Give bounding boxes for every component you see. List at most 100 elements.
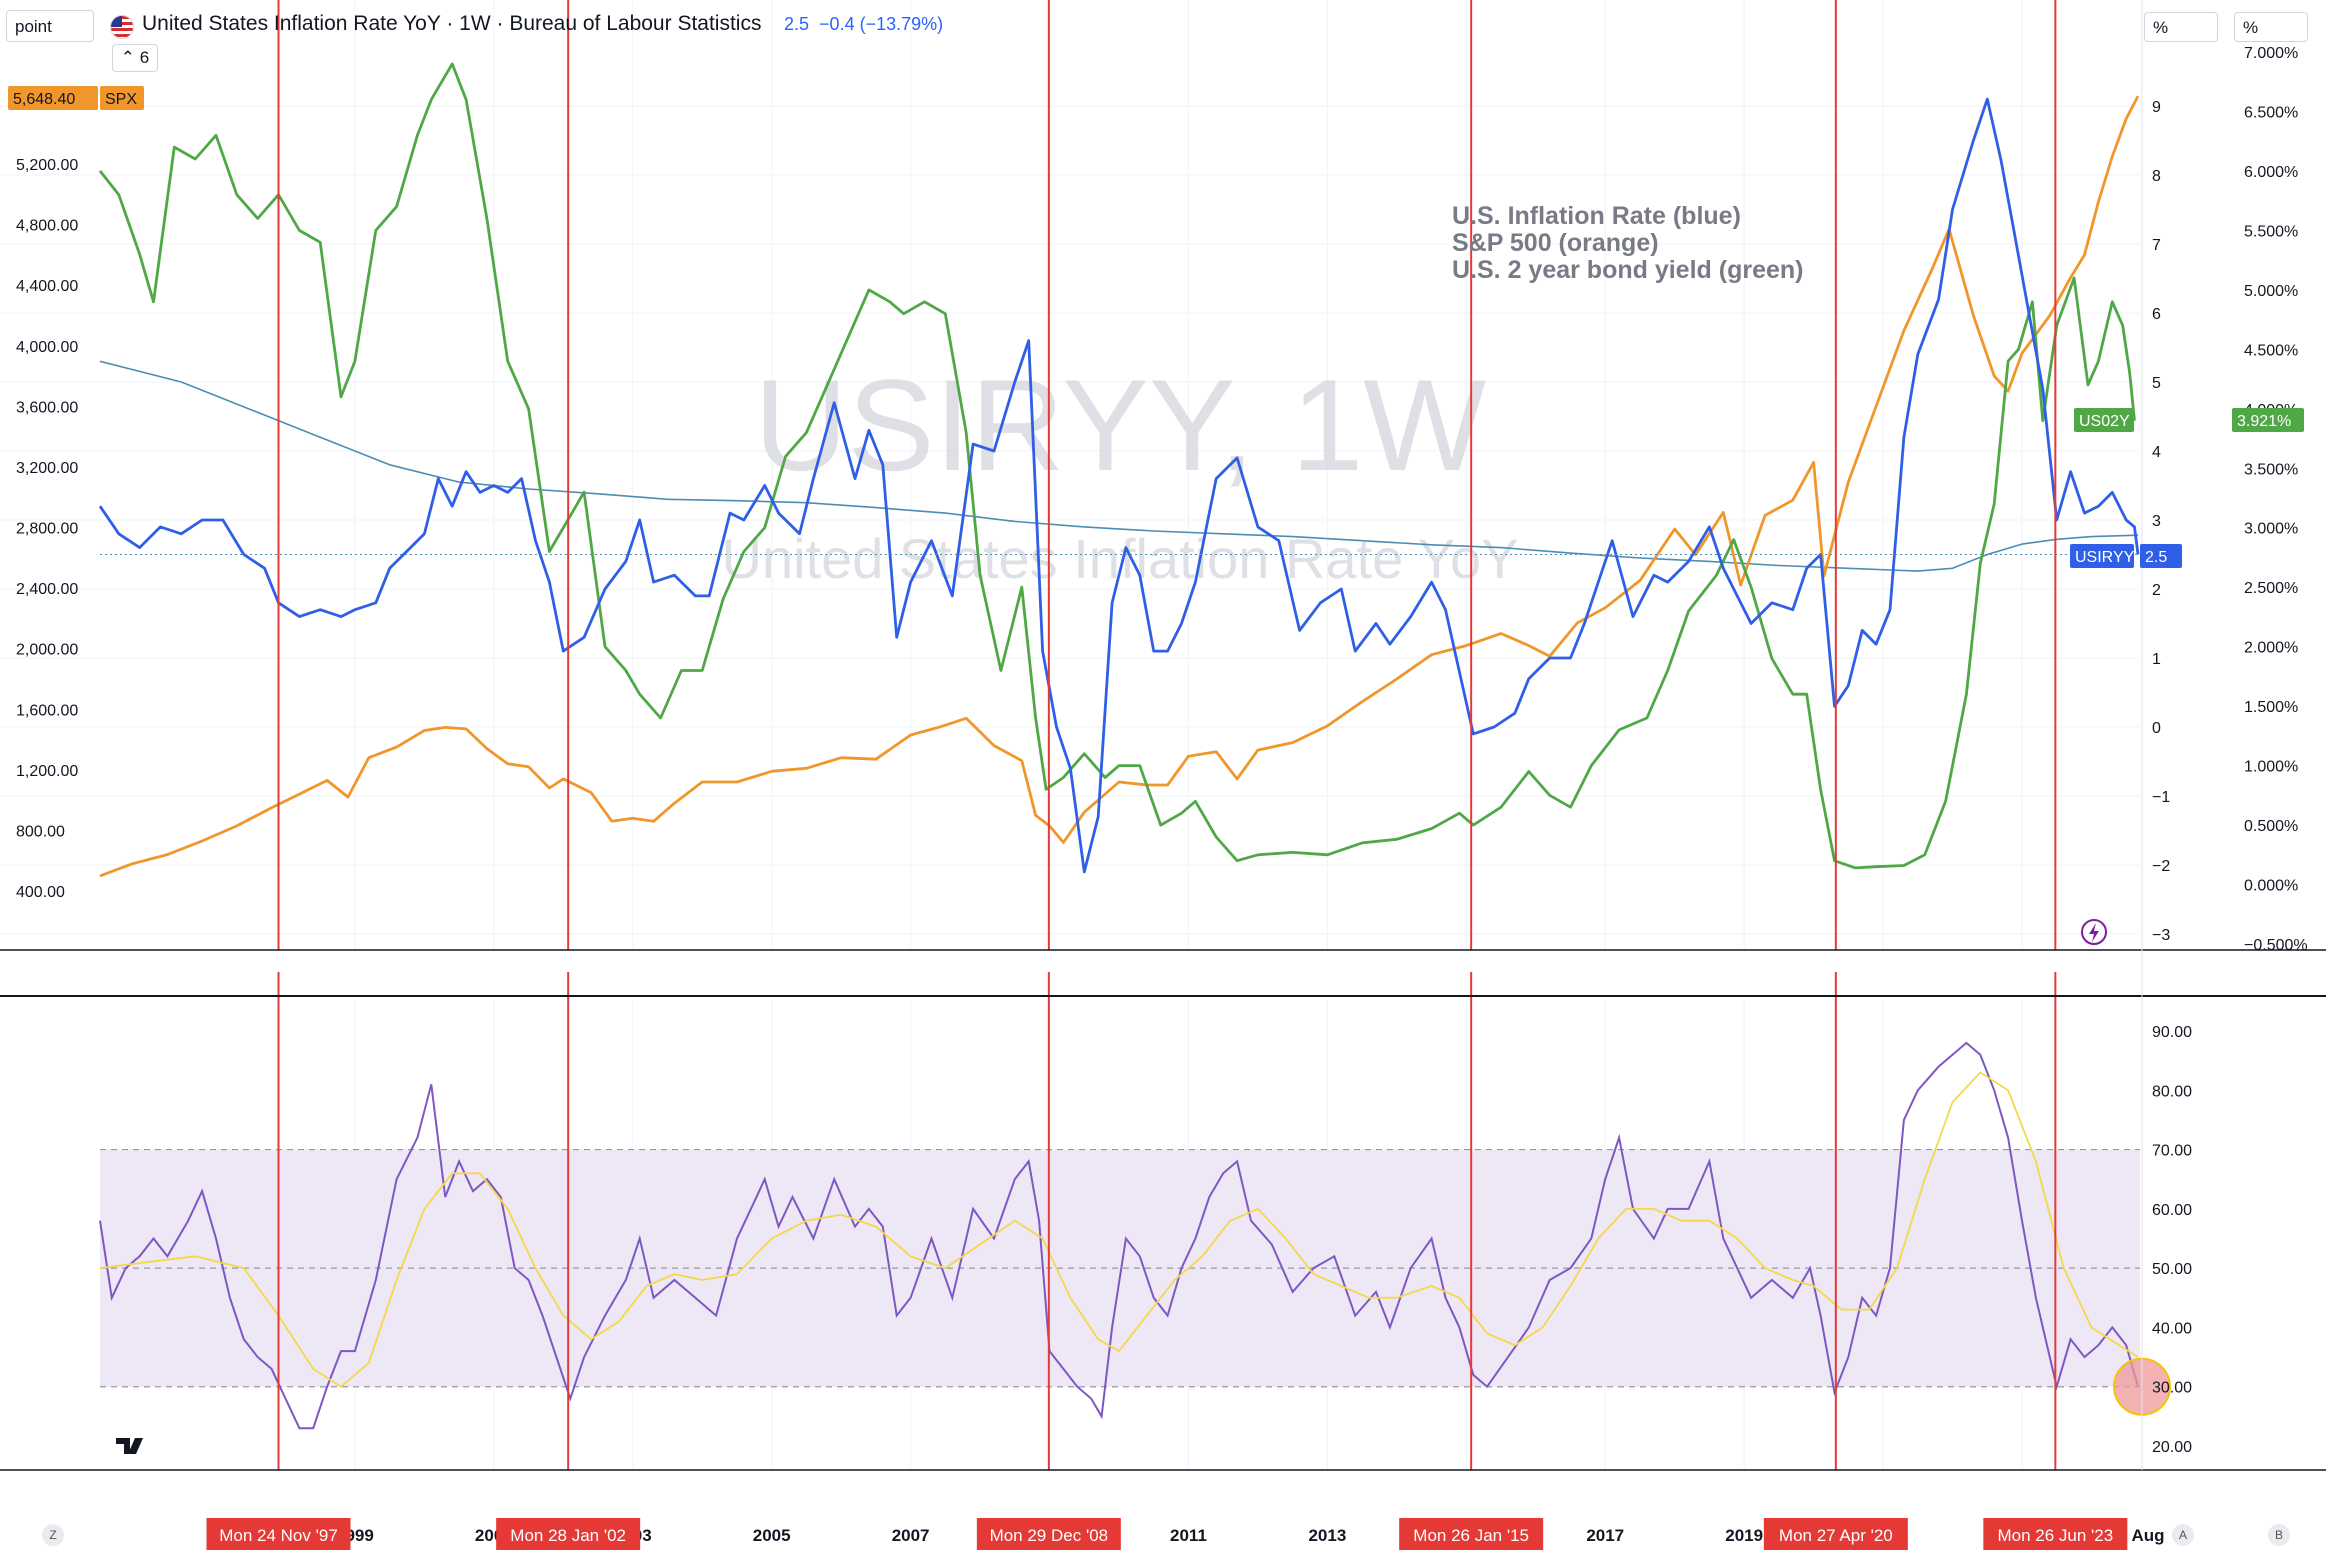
legend-change: −0.4 (−13.79%) (819, 14, 944, 34)
spx-axis-tick: 3,600.00 (16, 399, 78, 416)
series-line-spx (99, 95, 2140, 878)
tradingview-logo (116, 1438, 143, 1454)
annotation-line-2: S&P 500 (orange) (1452, 229, 1659, 257)
inflation-axis-tick: 6 (2152, 306, 2161, 323)
event-date-tag-bg (1983, 1518, 2128, 1550)
us02y-last-value-tag: 3.921% (2237, 413, 2291, 430)
us02y-axis-tick: 5.500% (2244, 223, 2298, 240)
indicator-count: 6 (139, 48, 150, 67)
rsi-line-rsi_ma (99, 1071, 2139, 1388)
us02y-axis-tick: 6.000% (2244, 164, 2298, 181)
auto-scale-button[interactable]: A (2172, 1524, 2194, 1546)
drawing-mode-box[interactable]: point (6, 10, 94, 42)
spx-series-tag-bg (100, 86, 144, 110)
inflation-axis-tick: 7 (2152, 237, 2161, 254)
series-line-us02y (98, 62, 2136, 870)
inflation-axis-tick: 8 (2152, 168, 2161, 185)
rsi-axis-tick: 40.00 (2152, 1320, 2192, 1337)
spx-axis-tick: 4,400.00 (16, 278, 78, 295)
inflation-axis-tick: 9 (2152, 99, 2161, 116)
event-date-tag: Mon 24 Nov '97 (219, 1526, 338, 1545)
us02y-axis-tick: 0.000% (2244, 878, 2298, 895)
inflation-axis-tick: −1 (2152, 789, 2170, 806)
us02y-axis-tick: 2.500% (2244, 580, 2298, 597)
spx-axis-tick: 400.00 (16, 884, 65, 901)
spx-last-value-tag-bg (8, 86, 98, 110)
event-date-tag-bg (206, 1518, 351, 1550)
legend-title[interactable]: United States Inflation Rate YoY · 1W · … (142, 12, 762, 35)
us02y-last-value-tag-bg (2232, 408, 2304, 432)
us02y-axis-tick: 0.500% (2244, 818, 2298, 835)
us02y-axis-tick: 4.500% (2244, 342, 2298, 359)
time-axis-tick: 2011 (1170, 1526, 1207, 1545)
event-date-tag: Mon 29 Dec '08 (990, 1526, 1109, 1545)
us02y-axis-tick: 2.000% (2244, 640, 2298, 657)
spx-last-value-tag: 5,648.40 (13, 91, 75, 108)
us02y-axis-tick: 3.500% (2244, 461, 2298, 478)
watermark-name: United States Inflation Rate YoY (722, 527, 1519, 590)
inflation-axis-tick: −2 (2152, 858, 2170, 875)
spx-axis-tick: 1,600.00 (16, 702, 78, 719)
rsi-axis-tick: 90.00 (2152, 1024, 2192, 1041)
time-axis-tick: 2019 (1725, 1526, 1763, 1545)
chart-annotation: U.S. Inflation Rate (blue) S&P 500 (oran… (1452, 203, 1803, 284)
event-date-tag: Mon 28 Jan '02 (510, 1526, 626, 1545)
spx-axis-tick: 4,000.00 (16, 339, 78, 356)
event-date-tag-bg (1763, 1518, 1908, 1550)
event-date-tag-bg (976, 1518, 1121, 1550)
right-scale-menu[interactable]: % (2234, 12, 2308, 42)
inflation-axis-tick: −3 (2152, 927, 2170, 944)
time-axis-tick: 2017 (1586, 1526, 1624, 1545)
indicators-collapse-button[interactable]: ⌃ 6 (112, 44, 158, 72)
chevron-up-icon: ⌃ (120, 48, 136, 67)
spx-axis-tick: 4,800.00 (16, 218, 78, 235)
event-date-tag: Mon 26 Jan '15 (1413, 1526, 1529, 1545)
annotation-line-3: U.S. 2 year bond yield (green) (1452, 256, 1804, 284)
us02y-series-tag-bg (2074, 408, 2134, 432)
time-axis-tick: 2013 (1308, 1526, 1346, 1545)
usiryy-series-tag-bg (2070, 544, 2134, 568)
inflation-axis-tick: 5 (2152, 375, 2161, 392)
alert-bolt-icon (2081, 919, 2107, 945)
rsi-axis-tick: 50.00 (2152, 1261, 2192, 1278)
us02y-axis-tick: 3.000% (2244, 521, 2298, 538)
spx-axis-tick: 2,000.00 (16, 642, 78, 659)
rsi-axis-tick: 20.00 (2152, 1439, 2192, 1456)
spx-axis-tick: 3,200.00 (16, 460, 78, 477)
scale-b-button[interactable]: B (2268, 1524, 2290, 1546)
usiryy-last-value-tag: 2.5 (2145, 549, 2167, 566)
us02y-axis-tick: −0.500% (2244, 937, 2308, 954)
us02y-axis-tick: 1.500% (2244, 699, 2298, 716)
us02y-axis-tick: 1.000% (2244, 759, 2298, 776)
spx-axis-tick: 5,200.00 (16, 157, 78, 174)
zoom-button[interactable]: Z (42, 1524, 64, 1546)
spx-series-tag: SPX (105, 91, 137, 108)
usiryy-last-value-tag-bg (2140, 544, 2182, 568)
inflation-axis-tick: 1 (2152, 651, 2161, 668)
us02y-axis-tick: 7.000% (2244, 45, 2298, 62)
us-flag-icon (110, 15, 134, 39)
inflation-axis-tick: 2 (2152, 582, 2161, 599)
watermark-symbol: USIRYY, 1W (754, 352, 1486, 498)
event-date-tag: Mon 27 Apr '20 (1779, 1526, 1893, 1545)
spx-axis-tick: 1,200.00 (16, 763, 78, 780)
time-axis-tick: Aug (2131, 1526, 2164, 1545)
us02y-axis-tick: 5.000% (2244, 283, 2298, 300)
us02y-series-tag: US02Y (2079, 413, 2130, 430)
rsi-axis-tick: 60.00 (2152, 1202, 2192, 1219)
event-date-tag: Mon 26 Jun '23 (1997, 1526, 2113, 1545)
left-scale-menu[interactable]: % (2144, 12, 2218, 42)
inflation-axis-tick: 4 (2152, 444, 2161, 461)
spx-axis-tick: 2,800.00 (16, 521, 78, 538)
spx-axis-tick: 800.00 (16, 823, 65, 840)
annotation-line-1: U.S. Inflation Rate (blue) (1452, 202, 1741, 230)
rsi-axis-tick: 80.00 (2152, 1083, 2192, 1100)
event-date-tag-bg (496, 1518, 641, 1550)
rsi-line-rsi (99, 1041, 2139, 1430)
inflation-axis-tick: 3 (2152, 513, 2161, 530)
us02y-axis-tick: 6.500% (2244, 104, 2298, 121)
series-line-inflation (98, 97, 2140, 874)
rsi-axis-tick: 30.00 (2152, 1380, 2192, 1397)
